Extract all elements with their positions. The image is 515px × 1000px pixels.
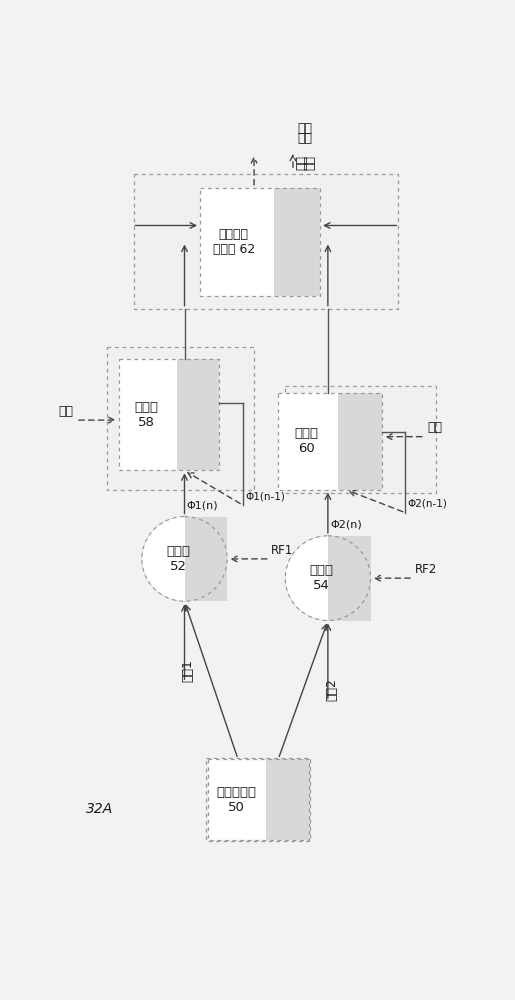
Text: 测试1: 测试1 <box>182 659 195 682</box>
Text: Φ2(n): Φ2(n) <box>330 520 362 530</box>
Text: 输出: 输出 <box>304 155 317 170</box>
Bar <box>200 188 274 296</box>
Circle shape <box>285 536 370 620</box>
Text: 测试: 测试 <box>295 155 308 170</box>
Text: 混合器
52: 混合器 52 <box>166 545 190 573</box>
Text: 测试: 测试 <box>297 122 312 135</box>
Text: Φ1(n-1): Φ1(n-1) <box>245 491 285 501</box>
FancyBboxPatch shape <box>134 174 398 309</box>
Bar <box>338 393 382 490</box>
Text: RF1: RF1 <box>271 544 294 557</box>
Text: 门限: 门限 <box>427 421 442 434</box>
Bar <box>266 759 308 840</box>
Text: 不连续性
检测器 62: 不连续性 检测器 62 <box>213 228 255 256</box>
Text: 混合器
54: 混合器 54 <box>310 564 334 592</box>
Text: RF2: RF2 <box>415 563 437 576</box>
Circle shape <box>285 536 370 620</box>
Text: 输出: 输出 <box>297 132 312 145</box>
Bar <box>118 359 177 470</box>
Text: 比较器
58: 比较器 58 <box>135 401 159 429</box>
Circle shape <box>142 517 227 601</box>
Text: 测试2: 测试2 <box>325 678 338 701</box>
FancyBboxPatch shape <box>107 347 254 490</box>
FancyBboxPatch shape <box>285 386 436 493</box>
Text: 门限: 门限 <box>59 405 74 418</box>
FancyBboxPatch shape <box>206 758 310 841</box>
Text: 32A: 32A <box>86 802 113 816</box>
Text: 比较器
60: 比较器 60 <box>295 427 319 455</box>
Bar <box>274 188 320 296</box>
Bar <box>208 759 266 840</box>
Text: 本地振荡器
50: 本地振荡器 50 <box>216 786 256 814</box>
Bar <box>177 359 219 470</box>
Text: Φ1(n): Φ1(n) <box>187 500 218 510</box>
Bar <box>278 393 338 490</box>
Text: Φ2(n-1): Φ2(n-1) <box>408 499 448 509</box>
Bar <box>184 517 227 601</box>
Bar <box>328 536 370 620</box>
Circle shape <box>142 517 227 601</box>
